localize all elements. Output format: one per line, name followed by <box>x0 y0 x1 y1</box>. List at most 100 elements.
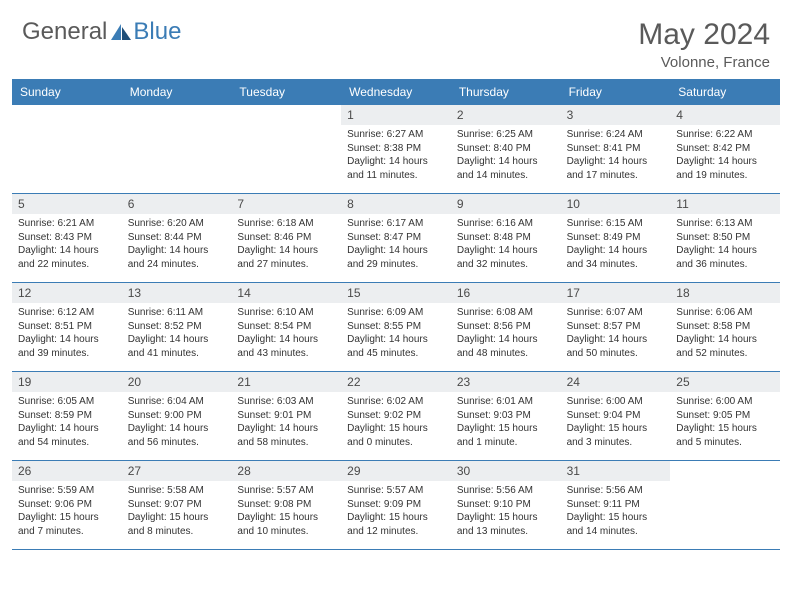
sunrise-text: Sunrise: 6:25 AM <box>457 128 555 142</box>
daylight-text: Daylight: 14 hours and 43 minutes. <box>237 333 335 360</box>
calendar-cell: 27Sunrise: 5:58 AMSunset: 9:07 PMDayligh… <box>122 461 232 549</box>
calendar-cell: 5Sunrise: 6:21 AMSunset: 8:43 PMDaylight… <box>12 194 122 282</box>
sunrise-text: Sunrise: 6:04 AM <box>128 395 226 409</box>
day-number: 5 <box>12 194 122 214</box>
day-details: Sunrise: 6:02 AMSunset: 9:02 PMDaylight:… <box>341 395 451 449</box>
calendar-cell: 28 Sunrise: 5:57 AMSunset: 9:08 PMDayligh… <box>231 461 341 549</box>
sunrise-text: Sunrise: 6:27 AM <box>347 128 445 142</box>
weekday-label: Thursday <box>451 79 561 105</box>
calendar: Sunday Monday Tuesday Wednesday Thursday… <box>0 79 792 550</box>
calendar-cell: 14Sunrise: 6:10 AMSunset: 8:54 PMDayligh… <box>231 283 341 371</box>
sunset-text: Sunset: 8:59 PM <box>18 409 116 423</box>
calendar-cell: 18Sunrise: 6:06 AMSunset: 8:58 PMDayligh… <box>670 283 780 371</box>
sunrise-text: Sunrise: 6:10 AM <box>237 306 335 320</box>
day-details: Sunrise: 6:24 AMSunset: 8:41 PMDaylight:… <box>561 128 671 182</box>
calendar-cell <box>231 105 341 193</box>
calendar-cell: 1Sunrise: 6:27 AMSunset: 8:38 PMDaylight… <box>341 105 451 193</box>
calendar-cell: 11Sunrise: 6:13 AMSunset: 8:50 PMDayligh… <box>670 194 780 282</box>
weeks-container: 1Sunrise: 6:27 AMSunset: 8:38 PMDaylight… <box>12 105 780 550</box>
day-details: Sunrise: 6:12 AMSunset: 8:51 PMDaylight:… <box>12 306 122 360</box>
day-details: Sunrise: 6:25 AMSunset: 8:40 PMDaylight:… <box>451 128 561 182</box>
calendar-cell <box>12 105 122 193</box>
weekday-label: Tuesday <box>231 79 341 105</box>
calendar-cell: 16Sunrise: 6:08 AMSunset: 8:56 PMDayligh… <box>451 283 561 371</box>
day-number: 21 <box>231 372 341 392</box>
calendar-cell: 15Sunrise: 6:09 AMSunset: 8:55 PMDayligh… <box>341 283 451 371</box>
day-number: 29 <box>341 461 451 481</box>
day-details: Sunrise: 6:04 AMSunset: 9:00 PMDaylight:… <box>122 395 232 449</box>
daylight-text: Daylight: 14 hours and 22 minutes. <box>18 244 116 271</box>
sunrise-text: Sunrise: 6:05 AM <box>18 395 116 409</box>
sunrise-text: Sunrise: 6:08 AM <box>457 306 555 320</box>
calendar-cell: 21Sunrise: 6:03 AMSunset: 9:01 PMDayligh… <box>231 372 341 460</box>
day-number: 20 <box>122 372 232 392</box>
day-number: 4 <box>670 105 780 125</box>
sunrise-text: Sunrise: 5:56 AM <box>457 484 555 498</box>
brand-part2: Blue <box>133 18 181 46</box>
day-number: 17 <box>561 283 671 303</box>
day-number: 8 <box>341 194 451 214</box>
day-details: Sunrise: 6:08 AMSunset: 8:56 PMDaylight:… <box>451 306 561 360</box>
sunrise-text: Sunrise: 6:13 AM <box>676 217 774 231</box>
calendar-cell: 23Sunrise: 6:01 AMSunset: 9:03 PMDayligh… <box>451 372 561 460</box>
day-details: Sunrise: 6:15 AMSunset: 8:49 PMDaylight:… <box>561 217 671 271</box>
calendar-cell: 8 Sunrise: 6:17 AMSunset: 8:47 PMDaylight… <box>341 194 451 282</box>
day-number: 23 <box>451 372 561 392</box>
calendar-cell: 3Sunrise: 6:24 AMSunset: 8:41 PMDaylight… <box>561 105 671 193</box>
day-details: Sunrise: 5:56 AMSunset: 9:10 PMDaylight:… <box>451 484 561 538</box>
daylight-text: Daylight: 14 hours and 39 minutes. <box>18 333 116 360</box>
sunset-text: Sunset: 8:41 PM <box>567 142 665 156</box>
sunrise-text: Sunrise: 6:03 AM <box>237 395 335 409</box>
sunset-text: Sunset: 8:51 PM <box>18 320 116 334</box>
calendar-cell: 10Sunrise: 6:15 AMSunset: 8:49 PMDayligh… <box>561 194 671 282</box>
calendar-cell: 22Sunrise: 6:02 AMSunset: 9:02 PMDayligh… <box>341 372 451 460</box>
sunset-text: Sunset: 9:07 PM <box>128 498 226 512</box>
sunset-text: Sunset: 9:03 PM <box>457 409 555 423</box>
calendar-cell: 12 Sunrise: 6:12 AMSunset: 8:51 PMDayligh… <box>12 283 122 371</box>
day-details: Sunrise: 6:16 AMSunset: 8:48 PMDaylight:… <box>451 217 561 271</box>
day-details: Sunrise: 6:05 AMSunset: 8:59 PMDaylight:… <box>12 395 122 449</box>
day-details: Sunrise: 5:57 AMSunset: 9:08 PMDaylight:… <box>231 484 341 538</box>
sunset-text: Sunset: 8:52 PM <box>128 320 226 334</box>
calendar-cell: 6Sunrise: 6:20 AMSunset: 8:44 PMDaylight… <box>122 194 232 282</box>
day-number: 14 <box>231 283 341 303</box>
sunset-text: Sunset: 8:47 PM <box>347 231 445 245</box>
daylight-text: Daylight: 15 hours and 13 minutes. <box>457 511 555 538</box>
calendar-cell: 19Sunrise: 6:05 AMSunset: 8:59 PMDayligh… <box>12 372 122 460</box>
sunset-text: Sunset: 8:48 PM <box>457 231 555 245</box>
calendar-cell: 20 Sunrise: 6:04 AMSunset: 9:00 PMDayligh… <box>122 372 232 460</box>
sunset-text: Sunset: 8:56 PM <box>457 320 555 334</box>
daylight-text: Daylight: 15 hours and 3 minutes. <box>567 422 665 449</box>
daylight-text: Daylight: 14 hours and 17 minutes. <box>567 155 665 182</box>
daylight-text: Daylight: 14 hours and 58 minutes. <box>237 422 335 449</box>
title-block: May 2024 Volonne, France <box>638 18 770 71</box>
sunrise-text: Sunrise: 6:15 AM <box>567 217 665 231</box>
sunrise-text: Sunrise: 5:59 AM <box>18 484 116 498</box>
calendar-cell: 30Sunrise: 5:56 AMSunset: 9:10 PMDayligh… <box>451 461 561 549</box>
day-number: 15 <box>341 283 451 303</box>
day-number: 13 <box>122 283 232 303</box>
sunset-text: Sunset: 9:08 PM <box>237 498 335 512</box>
day-number: 12 <box>12 283 122 303</box>
daylight-text: Daylight: 14 hours and 11 minutes. <box>347 155 445 182</box>
day-details: Sunrise: 6:22 AMSunset: 8:42 PMDaylight:… <box>670 128 780 182</box>
day-details: Sunrise: 5:57 AMSunset: 9:09 PMDaylight:… <box>341 484 451 538</box>
daylight-text: Daylight: 14 hours and 32 minutes. <box>457 244 555 271</box>
day-details: Sunrise: 6:17 AMSunset: 8:47 PMDaylight:… <box>341 217 451 271</box>
day-number: 28 <box>231 461 341 481</box>
sunrise-text: Sunrise: 6:09 AM <box>347 306 445 320</box>
daylight-text: Daylight: 14 hours and 41 minutes. <box>128 333 226 360</box>
sunset-text: Sunset: 8:55 PM <box>347 320 445 334</box>
calendar-cell: 13Sunrise: 6:11 AMSunset: 8:52 PMDayligh… <box>122 283 232 371</box>
calendar-week: 1Sunrise: 6:27 AMSunset: 8:38 PMDaylight… <box>12 105 780 194</box>
calendar-cell: 24Sunrise: 6:00 AMSunset: 9:04 PMDayligh… <box>561 372 671 460</box>
day-number: 11 <box>670 194 780 214</box>
day-details: Sunrise: 6:00 AMSunset: 9:05 PMDaylight:… <box>670 395 780 449</box>
sunrise-text: Sunrise: 6:18 AM <box>237 217 335 231</box>
daylight-text: Daylight: 15 hours and 14 minutes. <box>567 511 665 538</box>
page-subtitle: Volonne, France <box>638 54 770 71</box>
calendar-cell: 9Sunrise: 6:16 AMSunset: 8:48 PMDaylight… <box>451 194 561 282</box>
sunset-text: Sunset: 8:38 PM <box>347 142 445 156</box>
daylight-text: Daylight: 14 hours and 36 minutes. <box>676 244 774 271</box>
weekday-label: Monday <box>122 79 232 105</box>
